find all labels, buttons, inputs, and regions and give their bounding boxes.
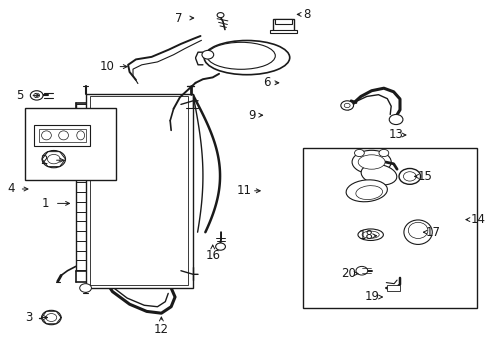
- Text: 15: 15: [417, 170, 432, 183]
- Text: 13: 13: [388, 129, 403, 141]
- Text: 10: 10: [100, 60, 115, 73]
- Text: 20: 20: [340, 267, 355, 280]
- Text: 8: 8: [303, 8, 310, 21]
- Ellipse shape: [59, 131, 68, 140]
- Text: 17: 17: [425, 226, 440, 239]
- Circle shape: [388, 114, 402, 125]
- Text: 9: 9: [247, 109, 255, 122]
- Ellipse shape: [204, 40, 289, 75]
- Circle shape: [202, 50, 213, 59]
- Circle shape: [340, 101, 353, 110]
- Ellipse shape: [357, 155, 385, 169]
- Circle shape: [34, 93, 40, 98]
- Circle shape: [217, 13, 224, 18]
- Bar: [274, 19, 292, 24]
- Circle shape: [403, 172, 415, 181]
- Ellipse shape: [346, 180, 386, 202]
- Ellipse shape: [357, 229, 383, 240]
- Text: 5: 5: [16, 89, 23, 102]
- Text: 11: 11: [237, 184, 251, 197]
- Ellipse shape: [77, 131, 84, 140]
- Ellipse shape: [206, 42, 275, 69]
- Text: 12: 12: [154, 323, 168, 336]
- Circle shape: [80, 284, 91, 292]
- Circle shape: [344, 103, 349, 108]
- Text: 2: 2: [40, 154, 48, 167]
- Text: 1: 1: [41, 197, 49, 210]
- Circle shape: [30, 91, 43, 100]
- Circle shape: [46, 314, 57, 321]
- Ellipse shape: [403, 220, 431, 244]
- Circle shape: [378, 149, 388, 157]
- Text: 16: 16: [205, 249, 220, 262]
- Bar: [272, 19, 294, 32]
- Circle shape: [355, 266, 367, 275]
- Circle shape: [215, 243, 225, 250]
- Ellipse shape: [351, 150, 390, 174]
- Circle shape: [42, 150, 65, 168]
- Bar: [90, 96, 188, 285]
- Ellipse shape: [407, 222, 427, 238]
- Bar: [39, 129, 85, 142]
- Text: 3: 3: [25, 311, 33, 324]
- Text: 6: 6: [262, 76, 270, 89]
- Bar: [85, 94, 193, 288]
- Ellipse shape: [361, 231, 379, 238]
- Circle shape: [354, 149, 364, 157]
- Text: 14: 14: [470, 213, 485, 226]
- Text: 7: 7: [174, 12, 182, 24]
- Ellipse shape: [355, 186, 382, 199]
- Ellipse shape: [41, 131, 51, 140]
- Circle shape: [398, 168, 420, 184]
- Circle shape: [41, 310, 61, 325]
- Text: 18: 18: [358, 229, 372, 242]
- Bar: [270, 30, 296, 33]
- Ellipse shape: [361, 164, 396, 185]
- Text: 19: 19: [365, 291, 379, 303]
- Bar: [386, 285, 399, 291]
- Text: 4: 4: [7, 183, 15, 195]
- Circle shape: [47, 154, 60, 164]
- Bar: [25, 108, 116, 180]
- Bar: [303, 148, 476, 308]
- Bar: [34, 125, 90, 146]
